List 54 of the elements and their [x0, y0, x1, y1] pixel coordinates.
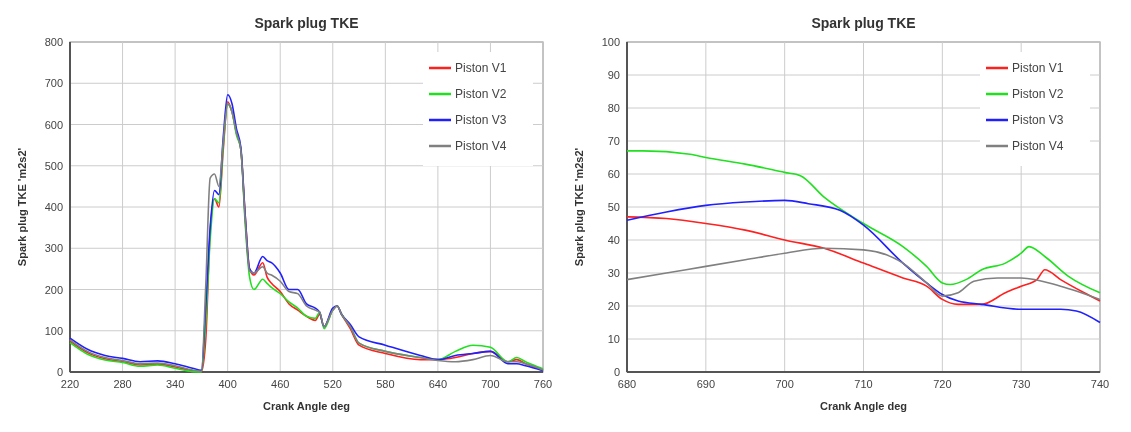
line-series — [626, 199, 1101, 324]
y-tick-label: 50 — [607, 201, 620, 213]
y-tick-label: 20 — [607, 300, 620, 312]
x-tick-label: 640 — [428, 378, 448, 390]
x-tick-label: 280 — [113, 378, 132, 390]
line-series — [626, 216, 1101, 306]
y-tick-label: 60 — [607, 168, 620, 180]
y-tick-label: 800 — [44, 36, 63, 48]
x-tick-label: 520 — [323, 378, 342, 390]
y-tick-label: 600 — [44, 118, 63, 131]
x-tick-label: 340 — [165, 378, 185, 390]
legend-label: Piston V2 — [455, 87, 507, 101]
y-tick-label: 0 — [56, 366, 63, 378]
y-tick-label: 30 — [607, 267, 620, 279]
legend-label: Piston V3 — [1012, 113, 1064, 127]
x-tick-label: 720 — [933, 378, 952, 390]
x-tick-label: 710 — [854, 378, 873, 390]
y-tick-label: 300 — [44, 242, 63, 255]
chart-title: Spark plug TKE — [811, 15, 916, 31]
x-tick-label: 220 — [60, 378, 80, 390]
x-tick-label: 690 — [696, 378, 716, 390]
legend-label: Piston V1 — [455, 61, 507, 75]
y-tick-label: 100 — [601, 36, 620, 48]
x-tick-label: 400 — [218, 378, 237, 390]
y-tick-label: 90 — [607, 69, 620, 81]
legend-label: Piston V1 — [1012, 61, 1064, 75]
x-tick-label: 460 — [271, 378, 290, 390]
y-tick-label: 10 — [607, 333, 620, 345]
y-tick-label: 500 — [44, 159, 63, 172]
y-axis-title: Spark plug TKE 'm2s2' — [16, 147, 28, 267]
y-axis-title: Spark plug TKE 'm2s2' — [573, 147, 585, 267]
y-tick-label: 40 — [607, 234, 620, 246]
x-tick-label: 700 — [481, 378, 500, 390]
x-tick-label: 740 — [1090, 378, 1110, 390]
y-tick-label: 200 — [44, 283, 63, 296]
x-tick-label: 730 — [1011, 378, 1031, 390]
chart-title: Spark plug TKE — [254, 15, 359, 31]
x-axis-title: Crank Angle deg — [820, 400, 907, 412]
x-tick-label: 760 — [533, 378, 553, 390]
x-tick-label: 580 — [376, 378, 395, 390]
legend-label: Piston V3 — [455, 113, 507, 127]
legend-label: Piston V2 — [1012, 87, 1064, 101]
y-tick-label: 400 — [44, 201, 63, 213]
x-tick-label: 680 — [617, 378, 637, 390]
y-tick-label: 100 — [44, 324, 63, 337]
x-axis-title: Crank Angle deg — [263, 400, 350, 412]
y-tick-label: 70 — [607, 135, 620, 147]
legend-label: Piston V4 — [1012, 139, 1064, 153]
y-tick-label: 80 — [607, 102, 620, 114]
y-tick-label: 700 — [44, 77, 63, 90]
y-tick-label: 0 — [613, 366, 620, 378]
line-series — [626, 150, 1101, 294]
legend-label: Piston V4 — [455, 139, 507, 153]
x-tick-label: 700 — [775, 378, 794, 390]
